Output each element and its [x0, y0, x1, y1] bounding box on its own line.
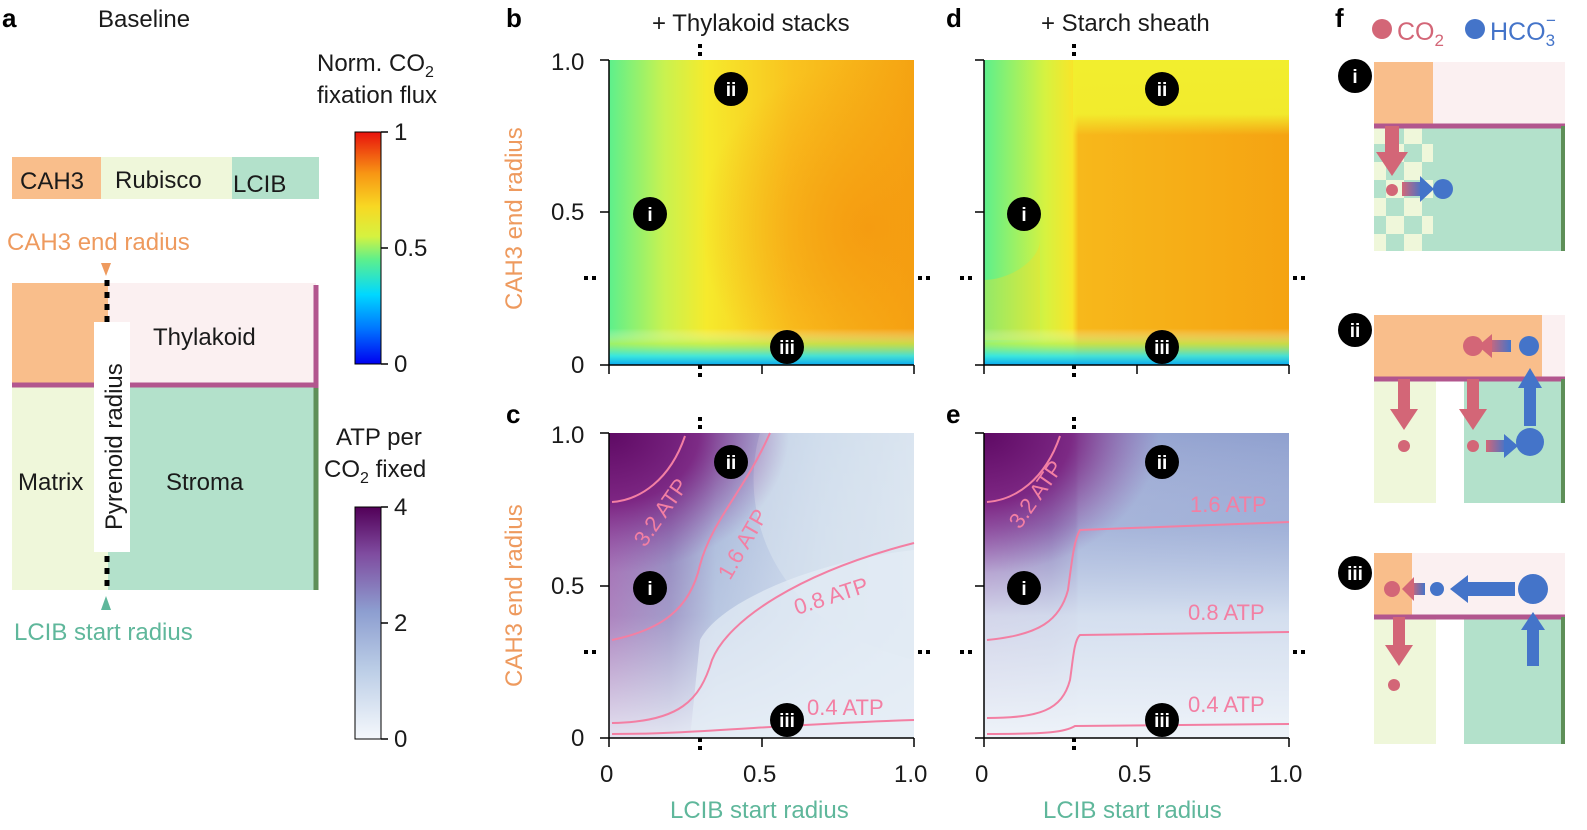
cah3-bar	[12, 157, 101, 199]
flux-tick-05: 0.5	[394, 235, 427, 262]
c-badge-i: i	[647, 579, 652, 600]
heatmap-b	[609, 60, 914, 365]
b-ylabel: CAH3 end radius	[501, 127, 528, 310]
f-badge-i: i	[1352, 67, 1357, 88]
stroma-label: Stroma	[166, 469, 244, 496]
stroma-region	[108, 386, 316, 590]
e-xtick-05: 0.5	[1118, 761, 1151, 788]
b-ytick-1: 1.0	[551, 49, 584, 76]
rubisco-bar	[101, 157, 232, 199]
panel-label-a: a	[2, 3, 17, 33]
b-badge-i: i	[647, 205, 652, 226]
panel-a-title: Baseline	[98, 6, 190, 33]
thylakoid-label: Thylakoid	[153, 324, 256, 351]
e-xtick-0: 0	[975, 761, 988, 788]
e-contour-08: 0.8 ATP	[1188, 600, 1265, 625]
matrix-region	[12, 386, 108, 590]
c-badge-iii: iii	[779, 711, 795, 732]
c-xtick-1: 1.0	[894, 761, 927, 788]
d-badge-i: i	[1021, 205, 1026, 226]
panel-d-title: + Starch sheath	[1041, 10, 1210, 37]
atp-tick-4: 4	[394, 494, 407, 521]
c-xtick-05: 0.5	[743, 761, 776, 788]
matrix-label: Matrix	[18, 469, 83, 496]
c-ytick-0: 0	[571, 725, 584, 752]
b-ytick-0: 0	[571, 352, 584, 379]
lcib-start-radius-label: LCIB start radius	[14, 619, 193, 646]
flux-colorbar-title-1: Norm. CO2	[317, 50, 434, 81]
f-scenario-i: i	[1338, 59, 1565, 251]
d-badge-iii: iii	[1154, 338, 1170, 359]
flux-tick-0: 0	[394, 351, 407, 378]
e-xlabel: LCIB start radius	[1043, 797, 1222, 824]
c-contour-04: 0.4 ATP	[807, 695, 884, 720]
e-badge-i: i	[1021, 579, 1026, 600]
panel-label-b: b	[506, 3, 522, 33]
atp-tick-0: 0	[394, 726, 407, 753]
f-badge-iii: iii	[1347, 564, 1363, 585]
atp-tick-2: 2	[394, 610, 407, 637]
atp-colorbar-title-2: CO2 fixed	[324, 456, 426, 487]
cah3-bar-label: CAH3	[20, 168, 84, 195]
cah3-end-marker-icon	[101, 263, 111, 276]
pyrenoid-radius-label: Pyrenoid radius	[101, 363, 128, 530]
f-scenario-ii: ii	[1338, 313, 1565, 503]
d-badge-ii: ii	[1157, 80, 1168, 101]
panel-label-d: d	[946, 3, 962, 33]
panel-label-c: c	[506, 399, 520, 429]
cah3-end-radius-label: CAH3 end radius	[7, 229, 190, 256]
rubisco-bar-label: Rubisco	[115, 167, 202, 194]
c-xtick-0: 0	[600, 761, 613, 788]
flux-colorbar-title-2: fixation flux	[317, 82, 437, 109]
e-badge-iii: iii	[1154, 711, 1170, 732]
c-xlabel: LCIB start radius	[670, 797, 849, 824]
cah3-region	[12, 283, 108, 386]
hco3-legend-label: HCO3−	[1490, 11, 1556, 50]
panel-b-title: + Thylakoid stacks	[652, 10, 850, 37]
badges: ii i iii ii i iii ii i iii ii i iii	[633, 72, 1179, 737]
panel-label-e: e	[946, 399, 960, 429]
thylakoid-region	[108, 283, 316, 386]
flux-tick-1: 1	[394, 119, 407, 146]
f-badge-ii: ii	[1350, 321, 1361, 342]
lcib-bar-label: LCIB	[233, 171, 286, 198]
pyrenoid-radius-label-bg	[94, 322, 130, 552]
co2-legend-icon	[1372, 19, 1392, 39]
c-ylabel: CAH3 end radius	[501, 504, 528, 687]
atp-colorbar-title-1: ATP per	[336, 424, 422, 451]
b-badge-iii: iii	[779, 338, 795, 359]
atp-colorbar	[354, 506, 382, 740]
c-ytick-1: 1.0	[551, 422, 584, 449]
hco3-legend-icon	[1465, 19, 1485, 39]
flux-colorbar	[354, 131, 382, 365]
panel-label-f: f	[1335, 3, 1344, 33]
lcib-start-marker-icon	[101, 596, 111, 610]
c-badge-ii: ii	[726, 453, 737, 474]
e-xtick-1: 1.0	[1269, 761, 1302, 788]
b-badge-ii: ii	[726, 80, 737, 101]
lcib-bar	[232, 157, 319, 199]
e-badge-ii: ii	[1157, 453, 1168, 474]
co2-legend-label: CO2	[1397, 18, 1444, 50]
c-ytick-05: 0.5	[551, 573, 584, 600]
e-contour-16: 1.6 ATP	[1190, 492, 1267, 517]
f-scenario-iii: iii	[1338, 553, 1565, 744]
b-ytick-05: 0.5	[551, 199, 584, 226]
e-contour-04: 0.4 ATP	[1188, 692, 1265, 717]
